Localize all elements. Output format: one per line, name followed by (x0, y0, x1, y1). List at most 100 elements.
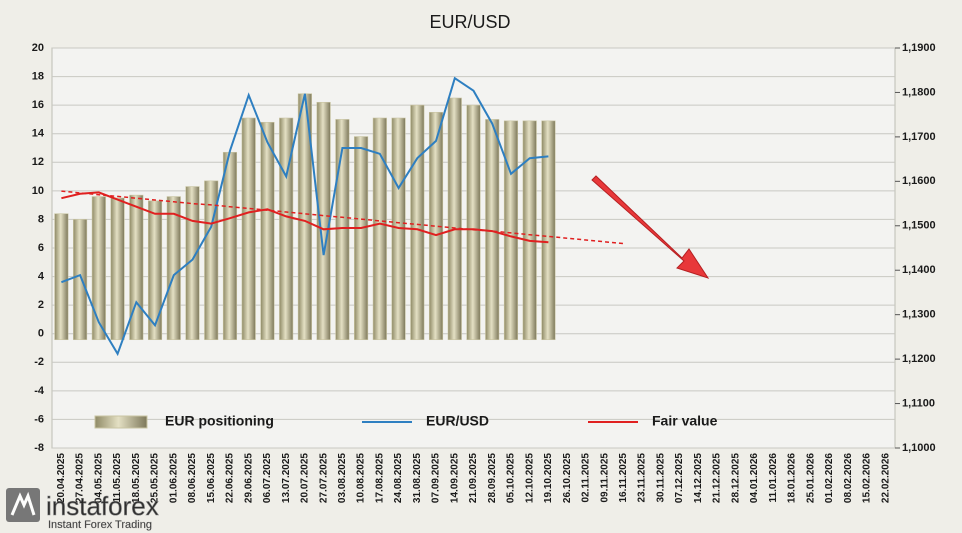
tagline: Instant Forex Trading (48, 519, 152, 531)
x-tick-label: 15.06.2025 (206, 453, 217, 503)
y2-tick-label: 1,1800 (902, 86, 936, 98)
y-tick-label: 8 (38, 213, 44, 225)
y2-tick-label: 1,1400 (902, 264, 936, 276)
bar (485, 119, 500, 341)
x-tick-label: 05.10.2025 (506, 453, 517, 503)
x-tick-label: 21.09.2025 (468, 453, 479, 503)
bar (466, 104, 481, 341)
x-tick-label: 14.09.2025 (449, 453, 460, 503)
bar (522, 120, 537, 341)
logo-glyph (10, 491, 36, 516)
x-tick-label: 07.12.2025 (674, 453, 685, 503)
x-tick-label: 20.07.2025 (300, 453, 311, 503)
y-tick-label: 0 (38, 328, 44, 340)
bar (204, 180, 219, 341)
legend: EUR positioning EUR/USD Fair value (94, 413, 718, 429)
legend-label: Fair value (652, 413, 718, 429)
x-tick-label: 12.10.2025 (524, 453, 535, 503)
x-tick-label: 24.08.2025 (393, 453, 404, 503)
x-tick-label: 14.12.2025 (693, 453, 704, 503)
legend-swatch (94, 415, 148, 429)
x-tick-label: 10.08.2025 (356, 453, 367, 503)
y-tick-label: -2 (34, 356, 44, 368)
x-tick-label: 22.02.2026 (880, 453, 891, 503)
bar (54, 213, 69, 341)
x-tick-label: 18.01.2026 (787, 453, 798, 503)
x-tick-label: 25.05.2025 (150, 453, 161, 503)
y-tick-label: 6 (38, 242, 44, 254)
bar (354, 136, 369, 341)
bar (129, 194, 144, 341)
watermark: instaforex Instant Forex Trading (6, 488, 159, 531)
x-tick-label: 11.01.2026 (768, 453, 779, 503)
marks (54, 76, 624, 357)
x-tick-label: 30.11.2025 (655, 453, 666, 503)
x-tick-label: 04.05.2025 (93, 453, 104, 503)
y-tick-label: 20 (32, 42, 44, 54)
y-tick-label: -8 (34, 442, 44, 454)
x-tick-label: 16.11.2025 (618, 453, 629, 503)
x-tick-label: 06.07.2025 (262, 453, 273, 503)
y2-tick-label: 1,1200 (902, 353, 936, 365)
x-tick-label: 28.09.2025 (487, 453, 498, 503)
bar (279, 117, 294, 341)
trend-arrow (591, 175, 710, 279)
x-tick-label: 09.11.2025 (599, 453, 610, 503)
y-tick-label: 2 (38, 299, 44, 311)
y2-tick-label: 1,1500 (902, 220, 936, 232)
grid: -8 -6 -4 -2 0 2 4 6 8 10 12 14 16 18 20 1,1000 1,1100 1,1… (32, 42, 936, 503)
bar (185, 186, 200, 341)
bar (241, 117, 256, 341)
y-tick-label: 4 (38, 270, 45, 282)
y2-tick-label: 1,1700 (902, 131, 936, 143)
bar (447, 97, 462, 341)
x-tick-label: 07.09.2025 (431, 453, 442, 503)
x-tick-label: 27.07.2025 (318, 453, 329, 503)
y-tick-label: -6 (34, 413, 44, 425)
x-tick-label: 01.06.2025 (168, 453, 179, 503)
bar (503, 120, 519, 341)
x-tick-label: 18.05.2025 (131, 453, 142, 503)
x-tick-label: 28.12.2025 (730, 453, 741, 503)
x-tick-label: 02.11.2025 (581, 453, 592, 503)
x-tick-label: 21.12.2025 (712, 453, 723, 503)
y-tick-label: 16 (32, 99, 44, 111)
y-tick-label: 12 (32, 156, 44, 168)
bar (372, 117, 387, 341)
bar (410, 104, 425, 341)
x-tick-label: 26.10.2025 (562, 453, 573, 503)
legend-label: EUR/USD (426, 413, 489, 429)
line (61, 76, 549, 357)
x-tick-label: 11.05.2025 (112, 453, 123, 503)
x-tick-label: 08.06.2025 (187, 453, 198, 503)
y2-tick-label: 1,1000 (902, 442, 936, 454)
bar (147, 200, 163, 341)
x-tick-label: 29.06.2025 (243, 453, 254, 503)
bar (541, 120, 556, 341)
x-tick-label: 25.01.2026 (805, 453, 816, 503)
x-tick-label: 19.10.2025 (543, 453, 554, 503)
chart-title: EUR/USD (429, 12, 510, 32)
y2-tick-label: 1,1900 (902, 42, 936, 54)
trend-line (61, 190, 624, 245)
brand: instaforex (46, 491, 159, 521)
x-tick-label: 01.02.2026 (824, 453, 835, 503)
y-tick-label: -4 (34, 385, 45, 397)
bar (260, 121, 275, 341)
x-tick-label: 13.07.2025 (281, 453, 292, 503)
y2-tick-label: 1,1100 (902, 397, 935, 409)
x-tick-label: 20.04.2025 (56, 453, 67, 503)
x-tick-label: 27.04.2025 (75, 453, 86, 503)
bar (222, 151, 238, 341)
x-tick-label: 22.06.2025 (225, 453, 236, 503)
x-tick-label: 04.01.2026 (749, 453, 760, 503)
x-tick-label: 15.02.2026 (862, 453, 873, 503)
bar (335, 119, 350, 341)
bar (428, 111, 444, 341)
bar (73, 219, 88, 341)
x-tick-label: 17.08.2025 (374, 453, 385, 503)
x-tick-label: 23.11.2025 (637, 453, 648, 503)
y-tick-label: 10 (32, 185, 44, 197)
